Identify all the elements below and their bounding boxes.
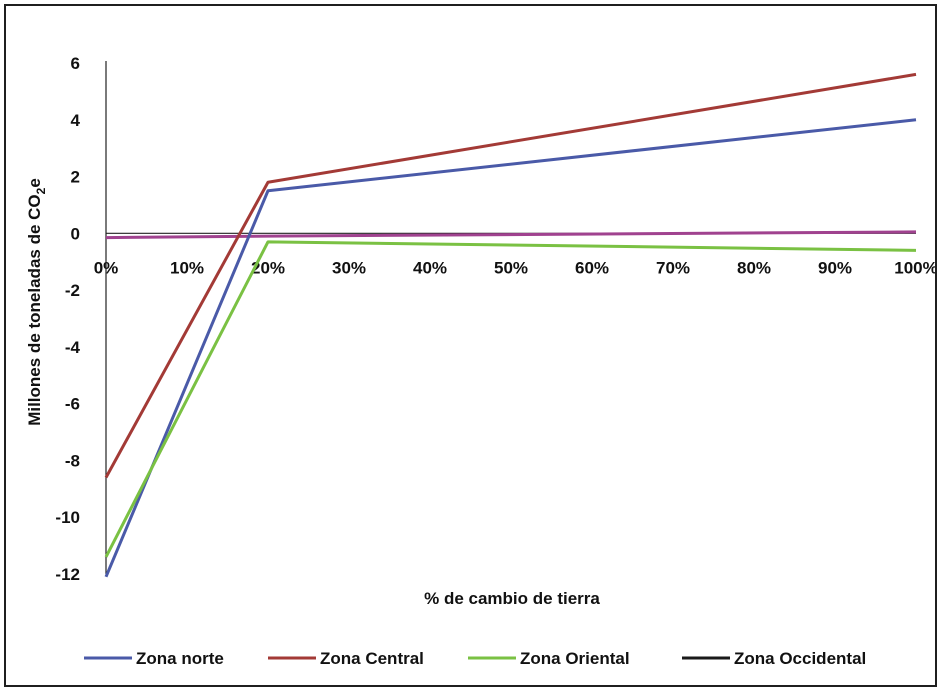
x-tick-label: 80%: [737, 258, 771, 277]
y-tick-label: 4: [71, 111, 81, 130]
legend-item: Zona Occidental: [682, 649, 866, 668]
series-lines: [104, 72, 917, 578]
y-tick-labels: 6 4 2 0 -2 -4 -6 -8 -10 -12: [55, 54, 80, 584]
x-tick-label: 20%: [251, 258, 285, 277]
legend-label: Zona Occidental: [734, 649, 866, 668]
legend-item: Zona norte: [84, 649, 224, 668]
legend-label: Zona norte: [136, 649, 224, 668]
y-axis-title: Millones de toneladas de CO2e: [25, 178, 48, 426]
y-tick-label: 2: [71, 168, 80, 187]
series-line: [104, 72, 917, 479]
y-tick-label: -4: [65, 338, 81, 357]
series-line: [104, 240, 917, 558]
y-tick-label: 0: [71, 224, 80, 243]
x-tick-label: 100%: [894, 258, 935, 277]
legend-item: Zona Central: [268, 649, 424, 668]
x-axis-title: % de cambio de tierra: [424, 589, 600, 608]
y-tick-label: -2: [65, 281, 80, 300]
y-tick-label: -8: [65, 451, 80, 470]
x-tick-label: 30%: [332, 258, 366, 277]
y-tick-label: -12: [55, 565, 80, 584]
legend-item: Zona Oriental: [468, 649, 630, 668]
y-tick-label: 6: [71, 54, 80, 73]
chart-frame: 6 4 2 0 -2 -4 -6 -8 -10 -12 0% 10% 20% 30% 40% 50% 60% 7…: [4, 4, 938, 687]
x-tick-label: 40%: [413, 258, 447, 277]
y-tick-label: -6: [65, 395, 80, 414]
legend-label: Zona Oriental: [520, 649, 630, 668]
legend: Zona norte Zona Central Zona Oriental Zona …: [84, 649, 866, 668]
y-tick-label: -10: [55, 508, 80, 527]
x-tick-label: 60%: [575, 258, 609, 277]
x-tick-labels: 0% 10% 20% 30% 40% 50% 60% 70% 80% 90% 100%: [94, 258, 938, 277]
x-tick-label: 90%: [818, 258, 852, 277]
legend-label: Zona Central: [320, 649, 424, 668]
series-line: [105, 230, 917, 240]
x-tick-label: 10%: [170, 258, 204, 277]
x-tick-label: 50%: [494, 258, 528, 277]
series-line: [104, 118, 917, 578]
x-tick-label: 70%: [656, 258, 690, 277]
